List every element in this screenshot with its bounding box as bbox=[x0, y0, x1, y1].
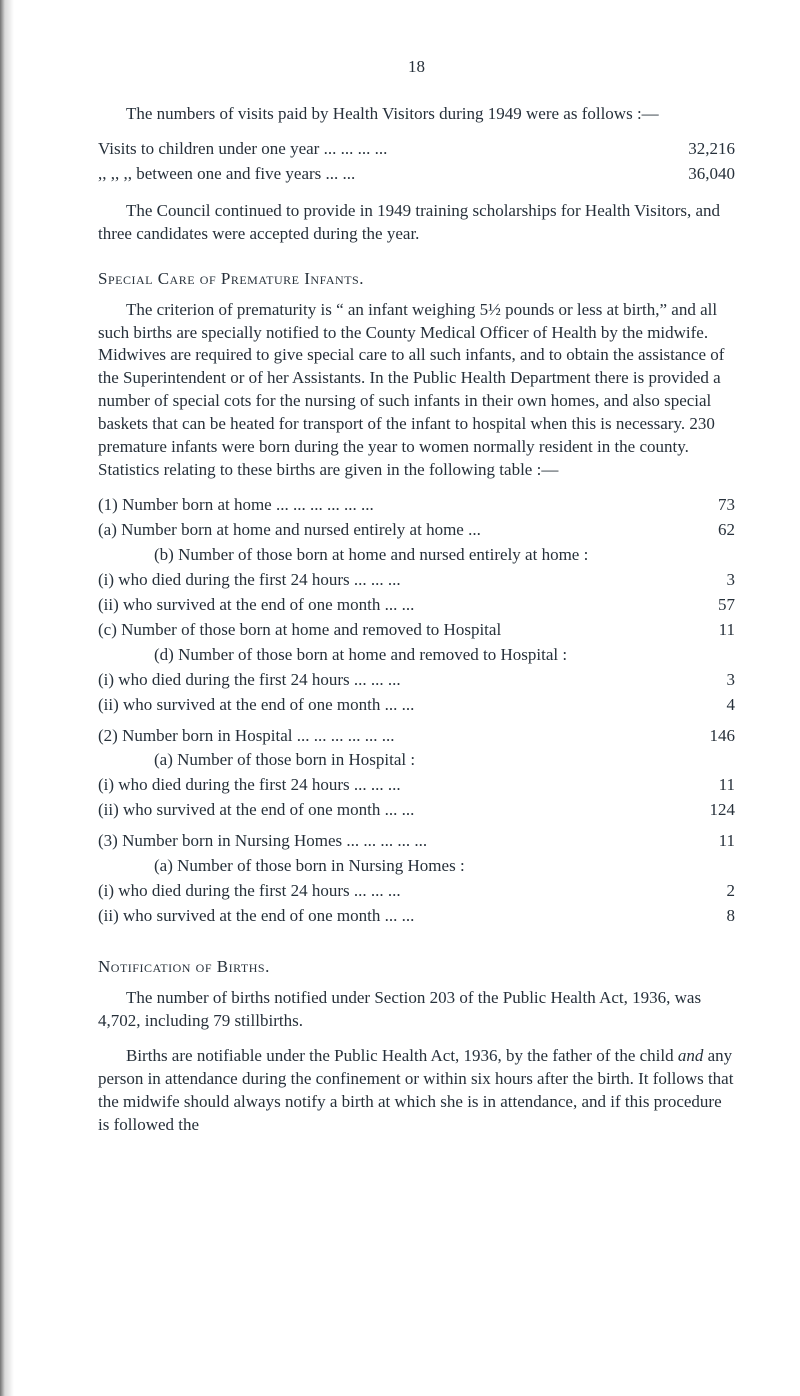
stat-1d-i: (i) who died during the first 24 hours .… bbox=[98, 669, 735, 692]
stat-1a: (a) Number born at home and nursed entir… bbox=[98, 519, 735, 542]
page: 18 The numbers of visits paid by Health … bbox=[0, 0, 800, 1396]
stat-2-value: 146 bbox=[695, 725, 735, 748]
stat-3a-i-value: 2 bbox=[695, 880, 735, 903]
stat-1b-ii-label: (ii) who survived at the end of one mont… bbox=[98, 594, 695, 617]
stat-1c-label: (c) Number of those born at home and rem… bbox=[98, 619, 695, 642]
stat-1b-ii: (ii) who survived at the end of one mont… bbox=[98, 594, 735, 617]
stat-1d-ii-value: 4 bbox=[695, 694, 735, 717]
notification-para2-a: Births are notifiable under the Public H… bbox=[126, 1046, 678, 1065]
notification-para2-italic: and bbox=[678, 1046, 704, 1065]
stat-1b-i: (i) who died during the first 24 hours .… bbox=[98, 569, 735, 592]
stat-3a-i: (i) who died during the first 24 hours .… bbox=[98, 880, 735, 903]
stat-1a-value: 62 bbox=[695, 519, 735, 542]
stat-1c: (c) Number of those born at home and rem… bbox=[98, 619, 735, 642]
stat-2a-i-label: (i) who died during the first 24 hours .… bbox=[98, 774, 695, 797]
stat-1b-i-label: (i) who died during the first 24 hours .… bbox=[98, 569, 695, 592]
stat-1d-ii: (ii) who survived at the end of one mont… bbox=[98, 694, 735, 717]
stat-2a-ii-label: (ii) who survived at the end of one mont… bbox=[98, 799, 695, 822]
notification-para1: The number of births notified under Sect… bbox=[98, 987, 735, 1033]
stat-3a-ii-label: (ii) who survived at the end of one mont… bbox=[98, 905, 695, 928]
visits-block: Visits to children under one year ... ..… bbox=[98, 138, 735, 186]
stat-1a-label: (a) Number born at home and nursed entir… bbox=[98, 519, 695, 542]
stat-2a-ii: (ii) who survived at the end of one mont… bbox=[98, 799, 735, 822]
stat-1d-intro: (d) Number of those born at home and rem… bbox=[154, 644, 735, 667]
stat-1d-i-value: 3 bbox=[695, 669, 735, 692]
stat-2a-ii-value: 124 bbox=[695, 799, 735, 822]
stat-2-label: (2) Number born in Hospital ... ... ... … bbox=[98, 725, 695, 748]
stat-1b-intro: (b) Number of those born at home and nur… bbox=[154, 544, 735, 567]
stat-1d-ii-label: (ii) who survived at the end of one mont… bbox=[98, 694, 695, 717]
visits-under-one-value: 32,216 bbox=[688, 138, 735, 161]
stat-3a-ii-value: 8 bbox=[695, 905, 735, 928]
intro-paragraph: The numbers of visits paid by Health Vis… bbox=[98, 103, 735, 126]
visits-under-one: Visits to children under one year ... ..… bbox=[98, 138, 735, 161]
visits-between-value: 36,040 bbox=[688, 163, 735, 186]
stat-2a-i: (i) who died during the first 24 hours .… bbox=[98, 774, 735, 797]
council-paragraph: The Council continued to provide in 1949… bbox=[98, 200, 735, 246]
stat-1d-i-label: (i) who died during the first 24 hours .… bbox=[98, 669, 695, 692]
stat-2a-intro: (a) Number of those born in Hospital : bbox=[154, 749, 735, 772]
stat-3-label: (3) Number born in Nursing Homes ... ...… bbox=[98, 830, 695, 853]
stat-3a-intro: (a) Number of those born in Nursing Home… bbox=[154, 855, 735, 878]
visits-under-one-label: Visits to children under one year ... ..… bbox=[98, 138, 688, 161]
stat-1: (1) Number born at home ... ... ... ... … bbox=[98, 494, 735, 517]
special-care-paragraph: The criterion of prematurity is “ an inf… bbox=[98, 299, 735, 483]
stat-1-label: (1) Number born at home ... ... ... ... … bbox=[98, 494, 695, 517]
stat-3-value: 11 bbox=[695, 830, 735, 853]
stat-1-value: 73 bbox=[695, 494, 735, 517]
stat-1b-i-value: 3 bbox=[695, 569, 735, 592]
stats-list: (1) Number born at home ... ... ... ... … bbox=[98, 494, 735, 928]
page-number: 18 bbox=[98, 56, 735, 79]
visits-between: ,, ,, ,, between one and five years ... … bbox=[98, 163, 735, 186]
notification-title: Notification of Births. bbox=[98, 956, 735, 979]
stat-1c-value: 11 bbox=[695, 619, 735, 642]
notification-para2: Births are notifiable under the Public H… bbox=[98, 1045, 735, 1137]
visits-between-label: ,, ,, ,, between one and five years ... … bbox=[98, 163, 688, 186]
stat-3a-i-label: (i) who died during the first 24 hours .… bbox=[98, 880, 695, 903]
stat-3: (3) Number born in Nursing Homes ... ...… bbox=[98, 830, 735, 853]
special-care-title: Special Care of Premature Infants. bbox=[98, 268, 735, 291]
stat-2a-i-value: 11 bbox=[695, 774, 735, 797]
stat-3a-ii: (ii) who survived at the end of one mont… bbox=[98, 905, 735, 928]
stat-1b-ii-value: 57 bbox=[695, 594, 735, 617]
stat-2: (2) Number born in Hospital ... ... ... … bbox=[98, 725, 735, 748]
